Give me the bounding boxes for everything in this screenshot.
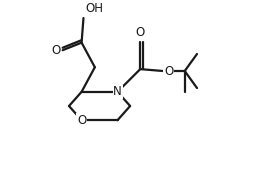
Text: OH: OH xyxy=(85,2,103,15)
Text: O: O xyxy=(52,44,61,57)
Text: N: N xyxy=(113,85,122,98)
Text: O: O xyxy=(164,65,173,78)
Text: O: O xyxy=(77,114,86,127)
Text: O: O xyxy=(136,26,145,39)
